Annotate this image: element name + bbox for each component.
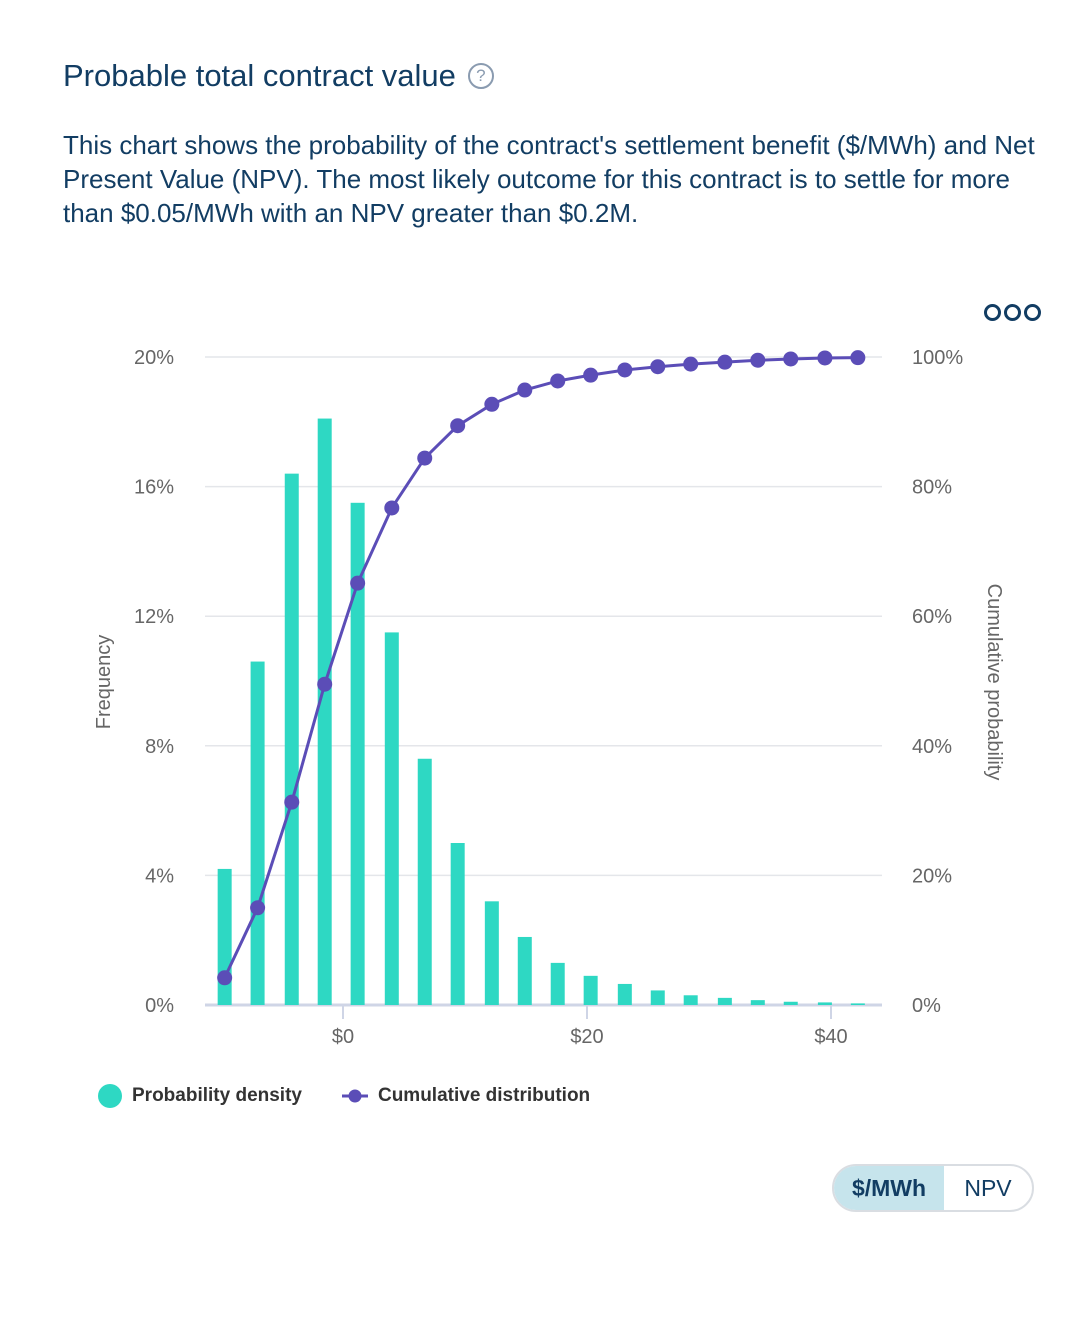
cumulative-point <box>650 359 666 375</box>
right-tick-label: 0% <box>912 995 941 1017</box>
cumulative-point <box>350 575 366 591</box>
density-bar <box>683 995 698 1005</box>
left-tick-label: 16% <box>134 477 174 499</box>
chart-title: Probable total contract value ? <box>63 58 494 94</box>
density-bar <box>783 1001 798 1005</box>
density-bar <box>384 632 399 1005</box>
left-tick-label: 0% <box>145 995 174 1017</box>
cumulative-point <box>850 350 866 366</box>
cumulative-point <box>617 362 633 378</box>
legend-item-cumulative-distribution[interactable]: Cumulative distribution <box>341 1085 591 1107</box>
cumulative-point <box>550 373 566 389</box>
y-axis-title-right: Cumulative probability <box>983 584 1005 781</box>
density-bar <box>250 661 265 1005</box>
density-bar <box>850 1003 865 1005</box>
cumulative-point <box>817 350 833 366</box>
density-bar <box>484 901 499 1005</box>
unit-toggle: $/MWh NPV <box>832 1164 1034 1212</box>
right-tick-label: 20% <box>912 865 952 887</box>
cumulative-point <box>717 354 733 370</box>
cumulative-point <box>284 794 300 810</box>
density-bar <box>550 962 565 1005</box>
cumulative-point <box>250 900 266 916</box>
legend-label: Cumulative distribution <box>377 1085 591 1106</box>
cumulative-point <box>384 500 400 516</box>
legend-line-icon <box>341 1089 368 1103</box>
density-bar <box>650 990 665 1005</box>
cumulative-point <box>450 418 466 434</box>
density-bar <box>717 997 732 1005</box>
left-tick-label: 4% <box>145 865 174 887</box>
legend-label: Probability density <box>132 1085 302 1106</box>
cumulative-point <box>217 970 233 986</box>
right-tick-label: 60% <box>912 606 952 628</box>
cumulative-point <box>317 676 333 692</box>
density-bar <box>517 936 532 1005</box>
more-options-icon[interactable] <box>984 304 1041 321</box>
cumulative-point <box>484 396 500 412</box>
cumulative-point <box>417 450 433 466</box>
cumulative-point <box>517 382 533 398</box>
title-text: Probable total contract value <box>63 58 456 93</box>
density-bar <box>350 502 365 1005</box>
toggle-npv[interactable]: NPV <box>964 1174 1012 1201</box>
density-bar <box>450 843 465 1005</box>
density-bar <box>317 418 332 1005</box>
cumulative-point <box>583 367 599 383</box>
x-tick-label: $20 <box>570 1026 603 1048</box>
left-tick-label: 20% <box>134 347 174 369</box>
density-bar <box>750 1000 765 1005</box>
cumulative-point <box>783 351 799 367</box>
legend: Probability density Cumulative distribut… <box>98 1084 630 1108</box>
legend-dot-icon <box>98 1084 122 1108</box>
right-tick-label: 80% <box>912 477 952 499</box>
x-tick-label: $0 <box>332 1026 354 1048</box>
left-tick-label: 8% <box>145 736 174 758</box>
density-bar <box>583 975 598 1005</box>
y-axis-title-left: Frequency <box>93 635 115 730</box>
question-circle-icon[interactable]: ? <box>467 63 494 89</box>
toggle-mwh[interactable]: $/MWh <box>834 1166 944 1210</box>
x-tick-label: $40 <box>814 1026 847 1048</box>
density-bar <box>617 983 632 1005</box>
density-bar <box>417 758 432 1005</box>
legend-item-probability-density[interactable]: Probability density <box>98 1084 302 1108</box>
density-bar <box>817 1002 832 1005</box>
right-tick-label: 40% <box>912 736 952 758</box>
left-tick-label: 12% <box>134 606 174 628</box>
cumulative-point <box>750 352 766 368</box>
right-tick-label: 100% <box>912 347 963 369</box>
density-bar <box>284 473 299 1005</box>
cumulative-point <box>683 356 699 372</box>
chart-description: This chart shows the probability of the … <box>63 130 1035 228</box>
